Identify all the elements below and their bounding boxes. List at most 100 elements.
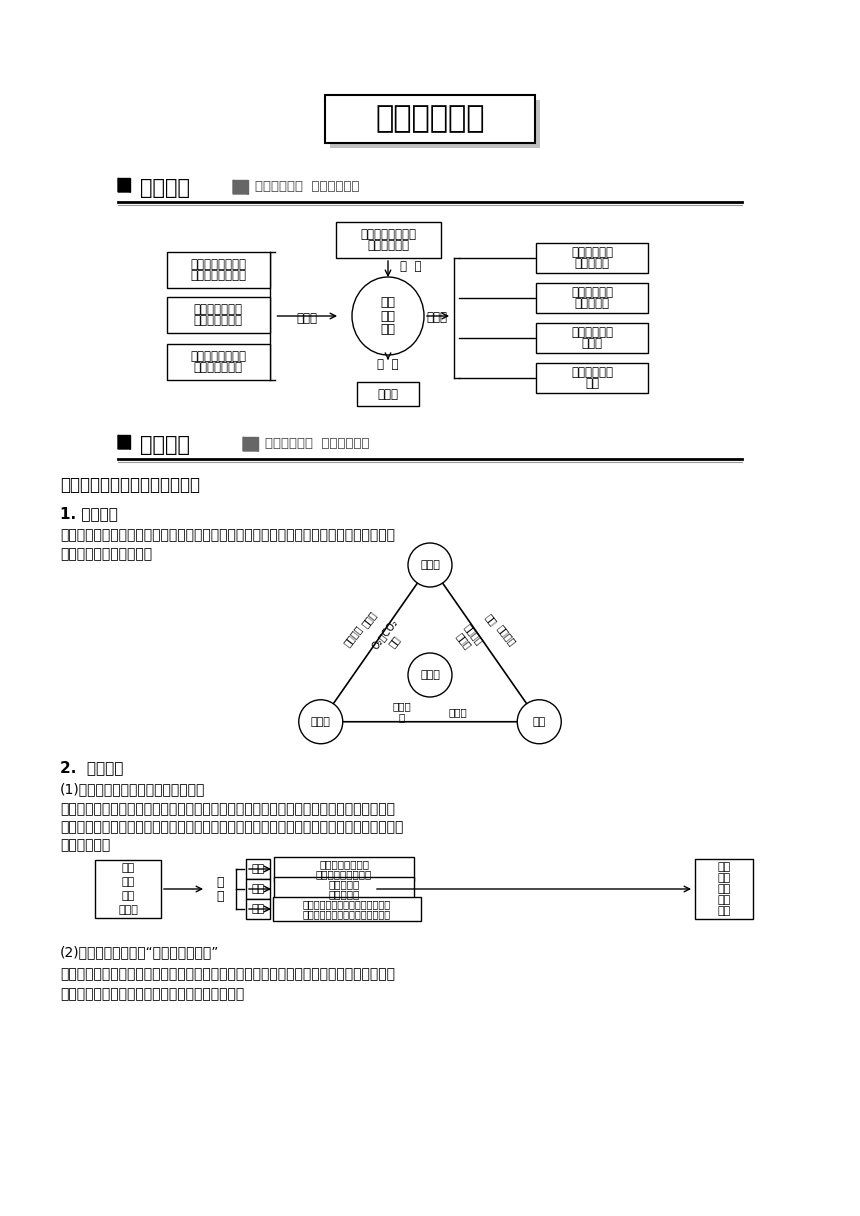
- FancyBboxPatch shape: [95, 860, 161, 918]
- FancyBboxPatch shape: [167, 344, 269, 379]
- Polygon shape: [118, 435, 130, 449]
- Text: 地理环境的整体性还表现在某一地理要素的变化会导致其他要素以及整个地理环境状态的改: 地理环境的整体性还表现在某一地理要素的变化会导致其他要素以及整个地理环境状态的改: [60, 967, 395, 981]
- FancyBboxPatch shape: [274, 877, 414, 901]
- Text: 内陆: 内陆: [121, 877, 135, 886]
- Text: 地理环境各要素的发展变化是统一的，每一个地理要素的演化都是自然地理环境演化的一个: 地理环境各要素的发展变化是统一的，每一个地理要素的演化都是自然地理环境演化的一个: [60, 803, 395, 816]
- Text: 由赤道到两极: 由赤道到两极: [571, 246, 613, 259]
- Text: 生物圈: 生物圈: [420, 670, 440, 680]
- Text: O₂、CO₂
降水: O₂、CO₂ 降水: [370, 617, 408, 658]
- Text: 变。下图为森林植被被破坏后对地理环境的影响。: 变。下图为森林植被被破坏后对地理环境的影响。: [60, 987, 244, 1001]
- Text: 地理: 地理: [380, 310, 396, 322]
- Circle shape: [408, 544, 452, 587]
- Text: 方面，如我国西北地区，气候、水文、土壤等自然要素共同构成了西北地区独特的荒漠景观。: 方面，如我国西北地区，气候、水文、土壤等自然要素共同构成了西北地区独特的荒漠景观…: [60, 820, 403, 834]
- Ellipse shape: [352, 277, 424, 355]
- Text: 机质含量少: 机质含量少: [329, 889, 359, 900]
- Text: 气温日较差、年较差大，物理风化: 气温日较差、年较差大，物理风化: [303, 899, 391, 910]
- Text: 域分异: 域分异: [581, 338, 603, 350]
- Text: 地貌: 地貌: [251, 903, 265, 914]
- Text: 有机物、
无机盐: 有机物、 无机盐: [453, 621, 484, 653]
- Text: 网络构建: 网络构建: [140, 178, 190, 198]
- Text: 矿物质: 矿物质: [449, 706, 467, 716]
- Text: 发育差，有: 发育差，有: [329, 879, 359, 889]
- Text: 章末整合提升: 章末整合提升: [375, 105, 485, 134]
- FancyBboxPatch shape: [325, 95, 535, 143]
- Text: 水分: 水分: [483, 612, 498, 627]
- Text: 地理要素间相互: 地理要素间相互: [194, 303, 243, 315]
- Text: 环境: 环境: [380, 323, 396, 336]
- Text: 物质与能量的交换: 物质与能量的交换: [190, 270, 246, 282]
- Text: 无机盐: 无机盐: [360, 609, 378, 630]
- Polygon shape: [118, 178, 130, 192]
- Circle shape: [517, 699, 562, 744]
- Text: 地球圈层之间的物质迁移和能量交换，是地理环境整体发展演化的基础，也是圈层间相互联: 地球圈层之间的物质迁移和能量交换，是地理环境整体发展演化的基础，也是圈层间相互联: [60, 528, 395, 542]
- FancyBboxPatch shape: [695, 858, 753, 919]
- FancyBboxPatch shape: [246, 858, 270, 879]
- Text: 生物、土壤等: 生物、土壤等: [367, 240, 409, 253]
- FancyBboxPatch shape: [167, 297, 269, 333]
- Text: 划  分: 划 分: [378, 358, 399, 371]
- Text: 一、地理环境的整体性思路分析: 一、地理环境的整体性思路分析: [60, 475, 200, 494]
- Text: 水圈: 水圈: [532, 716, 546, 727]
- Text: 地表水分少，河流: 地表水分少，河流: [319, 858, 369, 868]
- Text: 从沿海向内陆: 从沿海向内陆: [571, 286, 613, 299]
- Text: 蒸腾作用: 蒸腾作用: [495, 623, 518, 648]
- Polygon shape: [243, 437, 258, 451]
- Text: 整体: 整体: [717, 884, 731, 894]
- Text: 自然: 自然: [717, 895, 731, 905]
- Text: 干旱: 干旱: [121, 891, 135, 901]
- Polygon shape: [233, 180, 248, 195]
- FancyBboxPatch shape: [167, 252, 269, 288]
- Text: 西北: 西北: [717, 862, 731, 872]
- Text: 1. 形成基础: 1. 形成基础: [60, 506, 118, 520]
- Text: 差异性: 差异性: [427, 311, 447, 323]
- Text: 候: 候: [216, 889, 224, 902]
- Text: 系的纽带。如下图所示：: 系的纽带。如下图所示：: [60, 547, 152, 561]
- Text: 2.  具体表现: 2. 具体表现: [60, 760, 123, 775]
- FancyBboxPatch shape: [357, 382, 419, 406]
- Polygon shape: [118, 435, 130, 449]
- Text: 环境: 环境: [717, 906, 731, 917]
- Text: 大陆性: 大陆性: [118, 905, 138, 914]
- FancyBboxPatch shape: [536, 364, 648, 393]
- Text: 如下图所示：: 如下图所示：: [60, 838, 110, 852]
- Text: 和风力作用显著，形成戜壁、沙漠: 和风力作用显著，形成戜壁、沙漠: [303, 908, 391, 919]
- Text: 山地的垂直地: 山地的垂直地: [571, 326, 613, 338]
- Text: (2)地理要素的变化会“牵一发而动全身”: (2)地理要素的变化会“牵一发而动全身”: [60, 945, 219, 959]
- Text: 非地带性地域: 非地带性地域: [571, 366, 613, 378]
- Text: 组  成: 组 成: [400, 259, 421, 272]
- Polygon shape: [243, 437, 258, 451]
- Text: 矿物质
水: 矿物质 水: [393, 700, 411, 722]
- Text: 大气圈: 大气圈: [420, 561, 440, 570]
- Text: 地理要素间进行着: 地理要素间进行着: [190, 258, 246, 270]
- Circle shape: [298, 699, 343, 744]
- FancyBboxPatch shape: [246, 879, 270, 899]
- Text: 的地域分异: 的地域分异: [574, 258, 610, 270]
- Text: 作用产生新功能: 作用产生新功能: [194, 315, 243, 327]
- Text: 整合重点难点  提升学习技能: 整合重点难点 提升学习技能: [265, 437, 370, 450]
- FancyBboxPatch shape: [273, 897, 421, 921]
- Text: 自然: 自然: [380, 295, 396, 309]
- Circle shape: [408, 653, 452, 697]
- Text: 岩石圈: 岩石圈: [310, 716, 331, 727]
- Text: 自然地理环境具有: 自然地理环境具有: [190, 349, 246, 362]
- Text: 气: 气: [216, 876, 224, 889]
- FancyBboxPatch shape: [536, 283, 648, 313]
- Text: 的地域分异: 的地域分异: [574, 298, 610, 310]
- FancyBboxPatch shape: [330, 100, 540, 148]
- Text: 有机物、: 有机物、: [342, 623, 365, 648]
- Text: 统一的演化过程: 统一的演化过程: [194, 361, 243, 375]
- Text: 分异: 分异: [585, 377, 599, 390]
- FancyBboxPatch shape: [335, 223, 440, 258]
- FancyBboxPatch shape: [274, 857, 414, 882]
- Text: 发育差，多为内流河: 发育差，多为内流河: [316, 869, 372, 879]
- Text: 地区: 地区: [717, 873, 731, 883]
- Text: 大气、水、岩石、: 大气、水、岩石、: [360, 227, 416, 241]
- FancyBboxPatch shape: [246, 899, 270, 919]
- Text: 土壤: 土壤: [251, 884, 265, 894]
- Polygon shape: [233, 180, 248, 195]
- Text: (1)自然地理环境具有统一的演化过程: (1)自然地理环境具有统一的演化过程: [60, 782, 206, 796]
- Text: 深居: 深居: [121, 863, 135, 873]
- Text: 自然带: 自然带: [378, 388, 398, 400]
- Text: 整合提升: 整合提升: [140, 435, 190, 455]
- Polygon shape: [118, 178, 130, 192]
